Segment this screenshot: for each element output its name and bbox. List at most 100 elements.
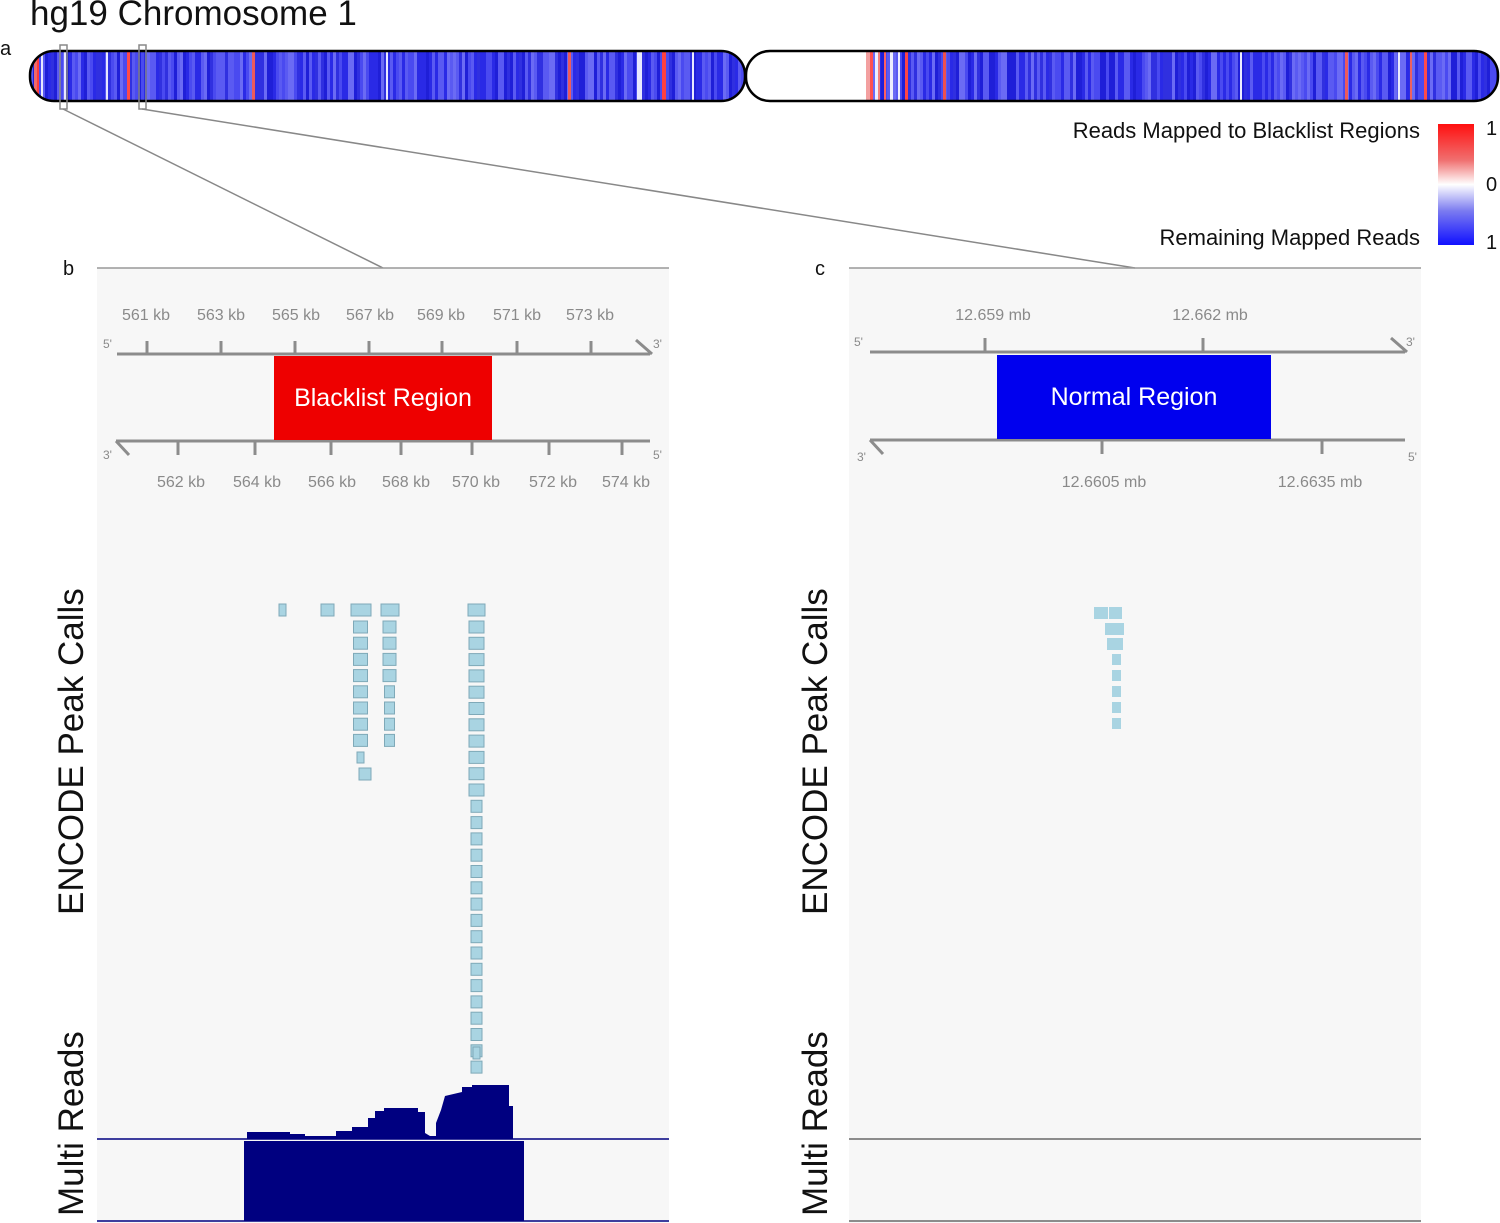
- chromosome-band: [243, 51, 246, 101]
- chromosome-band: [219, 51, 222, 101]
- chromosome-band-light: [64, 51, 66, 101]
- chromosome-band: [414, 51, 417, 101]
- chromosome-band: [1142, 51, 1145, 101]
- chromosome-band: [1460, 51, 1463, 101]
- chromosome-band: [489, 51, 492, 101]
- chromosome-band: [917, 51, 920, 101]
- chromosome-band: [621, 51, 624, 101]
- chromosome-band: [174, 51, 177, 101]
- chromosome-band: [1085, 51, 1088, 101]
- peak-call: [472, 1046, 481, 1060]
- chromosome-band: [1382, 51, 1385, 101]
- peak-call: [1107, 638, 1123, 650]
- chromosome-band: [1478, 51, 1481, 101]
- chromosome-band: [180, 51, 183, 101]
- panel-b-top-tick: 567 kb: [345, 307, 395, 324]
- chromosome-band-light: [898, 51, 900, 101]
- chromosome-band: [450, 51, 453, 101]
- peak-call: [470, 962, 483, 976]
- chromosome-band: [1325, 51, 1328, 101]
- chromosome-band: [294, 51, 297, 101]
- chromosome-band: [1034, 51, 1037, 101]
- chromosome-band: [429, 51, 432, 101]
- chromosome-band: [1457, 51, 1460, 101]
- chromosome-band: [1361, 51, 1364, 101]
- panel-b-peak-calls: [278, 603, 486, 1074]
- chromosome-band: [264, 51, 267, 101]
- chromosome-band: [1493, 51, 1496, 101]
- panel-c-peak-calls: [1094, 607, 1124, 729]
- chromosome-band: [360, 51, 363, 101]
- chromosome-band-blacklist: [127, 51, 130, 101]
- chromosome-band: [977, 51, 980, 101]
- chromosome-band-light: [637, 51, 640, 101]
- chromosome-band: [141, 51, 144, 101]
- chromosome-band: [1418, 51, 1421, 101]
- chromosome-band: [1340, 51, 1343, 101]
- chromosome-band: [528, 51, 531, 101]
- panel-b-top-tick: 565 kb: [271, 307, 321, 324]
- chromosome-band: [378, 51, 381, 101]
- chromosome-band: [1322, 51, 1325, 101]
- chromosome-band: [1262, 51, 1265, 101]
- chromosome-band: [348, 51, 351, 101]
- chromosome-band: [606, 51, 609, 101]
- chromosome-band: [117, 51, 120, 101]
- panel-b-bottom-tick: 568 kb: [381, 474, 431, 491]
- panel-c-multi-reads-label: Multi Reads: [796, 1031, 835, 1216]
- chromosome-band: [504, 51, 507, 101]
- chromosome-band: [87, 51, 90, 101]
- chromosome-band-blacklist: [1410, 51, 1412, 101]
- chromosome-band: [1133, 51, 1136, 101]
- chromosome-band: [267, 51, 270, 101]
- peak-call: [470, 816, 483, 830]
- chromosome-band: [546, 51, 549, 101]
- chromosome-band-light: [890, 51, 893, 101]
- chromosome-band-blacklist: [943, 51, 946, 101]
- chromosome-band-light: [1398, 51, 1400, 101]
- peak-call: [353, 669, 368, 683]
- chromosome-band: [1178, 51, 1181, 101]
- chromosome-band: [564, 51, 567, 101]
- chromosome-band: [1232, 51, 1235, 101]
- chromosome-band: [1310, 51, 1313, 101]
- chromosome-band: [90, 51, 93, 101]
- chromosome-band: [1016, 51, 1019, 101]
- peak-call: [1105, 623, 1124, 635]
- panel-b-top-tick: 563 kb: [196, 307, 246, 324]
- chromosome-band: [513, 51, 516, 101]
- chromosome-band: [336, 51, 339, 101]
- chromosome-band: [980, 51, 983, 101]
- chromosome-band: [1334, 51, 1337, 101]
- chromosome-band: [147, 51, 150, 101]
- chromosome-band: [1490, 51, 1493, 101]
- normal-region-label: Normal Region: [1050, 382, 1218, 411]
- chromosome-band: [962, 51, 965, 101]
- chromosome-band: [246, 51, 249, 101]
- chromosome-band: [669, 51, 672, 101]
- chromosome-band: [366, 51, 369, 101]
- chromosome-band: [255, 51, 258, 101]
- chromosome-band-light: [41, 51, 43, 101]
- peak-call: [468, 750, 485, 764]
- peak-call: [1112, 670, 1121, 681]
- chromosome-band: [1430, 51, 1433, 101]
- chromosome-band: [408, 51, 411, 101]
- chromosome-band: [974, 51, 977, 101]
- chromosome-band-light: [386, 51, 388, 101]
- chromosome-band: [1331, 51, 1334, 101]
- chromosome-band: [651, 51, 654, 101]
- chromosome-band: [702, 51, 705, 101]
- chromosome-band: [1217, 51, 1220, 101]
- chromosome-band: [288, 51, 291, 101]
- chromosome-band: [129, 51, 132, 101]
- chromosome-band: [1379, 51, 1382, 101]
- chromosome-band: [1484, 51, 1487, 101]
- chromosome-band: [168, 51, 171, 101]
- chromosome-band: [1385, 51, 1388, 101]
- peak-call: [1112, 686, 1121, 697]
- chromosome-band: [899, 51, 902, 101]
- chromosome-band-blacklist: [878, 51, 880, 101]
- panel-b-multi-reads-label: Multi Reads: [52, 1031, 91, 1216]
